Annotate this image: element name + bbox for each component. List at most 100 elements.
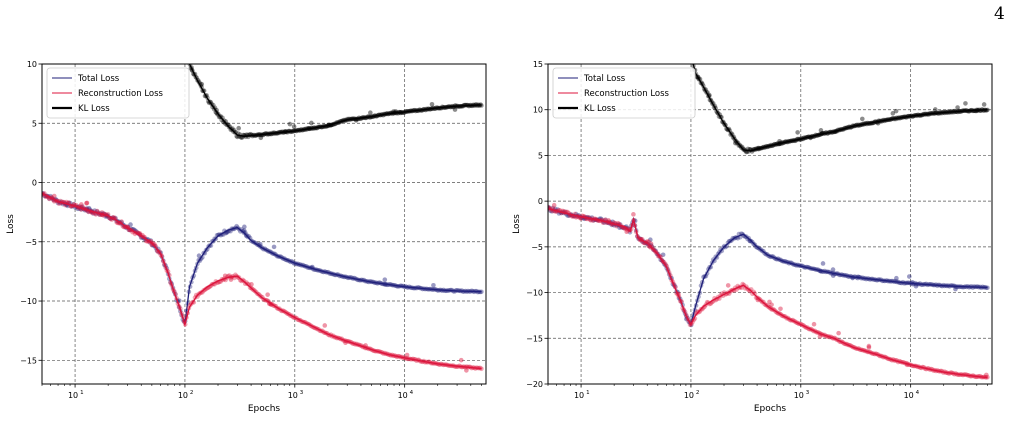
legend-label: KL Loss [584,104,616,114]
data-point [186,56,191,61]
x-axis: 10 1 10 2 10 3 10 4 [547,384,988,400]
legend-label: Reconstruction Loss [78,89,164,99]
data-point [79,202,84,207]
data-point [818,128,824,133]
x-tick-label: 10 [794,391,804,400]
y-tick-label: 5 [538,151,543,160]
y-tick-label: −10 [526,289,543,298]
y-tick-label: 15 [533,60,543,69]
x-tick-exponent: 3 [806,390,810,396]
data-point [271,244,277,250]
data-point [984,372,989,378]
data-point [778,306,783,312]
data-point [739,144,745,150]
data-point [322,323,328,328]
y-tick-label: 10 [27,60,37,69]
plot-area [548,58,990,380]
data-point [228,277,234,282]
data-point [981,102,987,107]
data-point [265,292,270,297]
data-point [777,138,782,144]
data-point [830,267,836,272]
data-point [753,244,759,250]
data-point [866,343,872,349]
x-tick-exponent: 4 [916,390,920,396]
x-tick-exponent: 3 [300,390,304,396]
data-point [458,357,464,363]
data-point [913,283,919,289]
y-axis-label: Loss [6,214,16,234]
data-point [660,252,666,258]
data-point [153,244,159,249]
data-point [906,274,912,279]
data-point [627,229,633,235]
data-point [244,280,249,285]
data-point [811,321,817,327]
y-tick-label: 5 [32,119,37,128]
data-point [431,282,436,288]
data-point [233,129,239,135]
legend-label: Total Loss [77,74,120,84]
data-point [196,253,202,259]
x-tick-label: 10 [398,391,408,400]
data-point [236,125,241,131]
series-line [548,207,988,379]
data-point [648,241,654,247]
y-axis-label: Loss [512,214,522,234]
data-point [187,59,192,64]
legend: Total Loss Reconstruction Loss KL Loss [46,67,190,119]
data-point [617,225,622,230]
data-point [953,286,958,292]
x-tick-label: 10 [574,391,584,400]
data-point [242,224,247,230]
data-point [183,38,188,43]
data-point [820,261,826,266]
x-tick-label: 10 [904,391,914,400]
series-line [692,64,988,152]
axes-frame [547,63,993,385]
y-tick-label: −20 [526,380,543,389]
data-point [690,58,695,63]
y-tick-label: −15 [20,356,37,365]
data-point [701,305,706,310]
data-point [649,244,655,250]
data-point [725,283,731,288]
data-point [84,200,89,206]
series-line [42,192,482,370]
x-tick-exponent: 1 [586,390,590,396]
page-number: 4 [994,4,1005,24]
data-point [933,107,938,112]
y-tick-label: −10 [20,297,37,306]
data-point [204,285,210,291]
data-point [227,124,233,130]
data-point [184,43,189,48]
legend-label: Total Loss [583,74,626,84]
series-kl-loss [180,25,484,141]
data-point [180,25,185,30]
data-point [382,277,388,282]
series-reconstruction-loss [548,202,990,380]
data-point [222,273,228,279]
data-point [242,281,248,287]
data-point [893,108,899,114]
data-point [730,235,736,241]
data-point [836,330,841,336]
data-point [646,243,651,249]
data-point [51,193,57,199]
y-tick-label: −5 [25,238,37,247]
x-tick-exponent: 2 [190,390,194,396]
data-point [625,228,630,233]
data-point [830,273,836,278]
data-point [368,110,373,115]
x-tick-label: 10 [684,391,694,400]
data-point [404,352,410,358]
y-tick-label: 0 [538,197,543,206]
data-point [769,302,774,308]
x-tick-exponent: 1 [80,390,84,396]
data-point [184,50,189,55]
x-tick-label: 10 [288,391,298,400]
data-point [452,107,458,112]
data-point [648,237,653,242]
legend-label: Reconstruction Loss [584,89,670,99]
data-point [742,234,748,239]
